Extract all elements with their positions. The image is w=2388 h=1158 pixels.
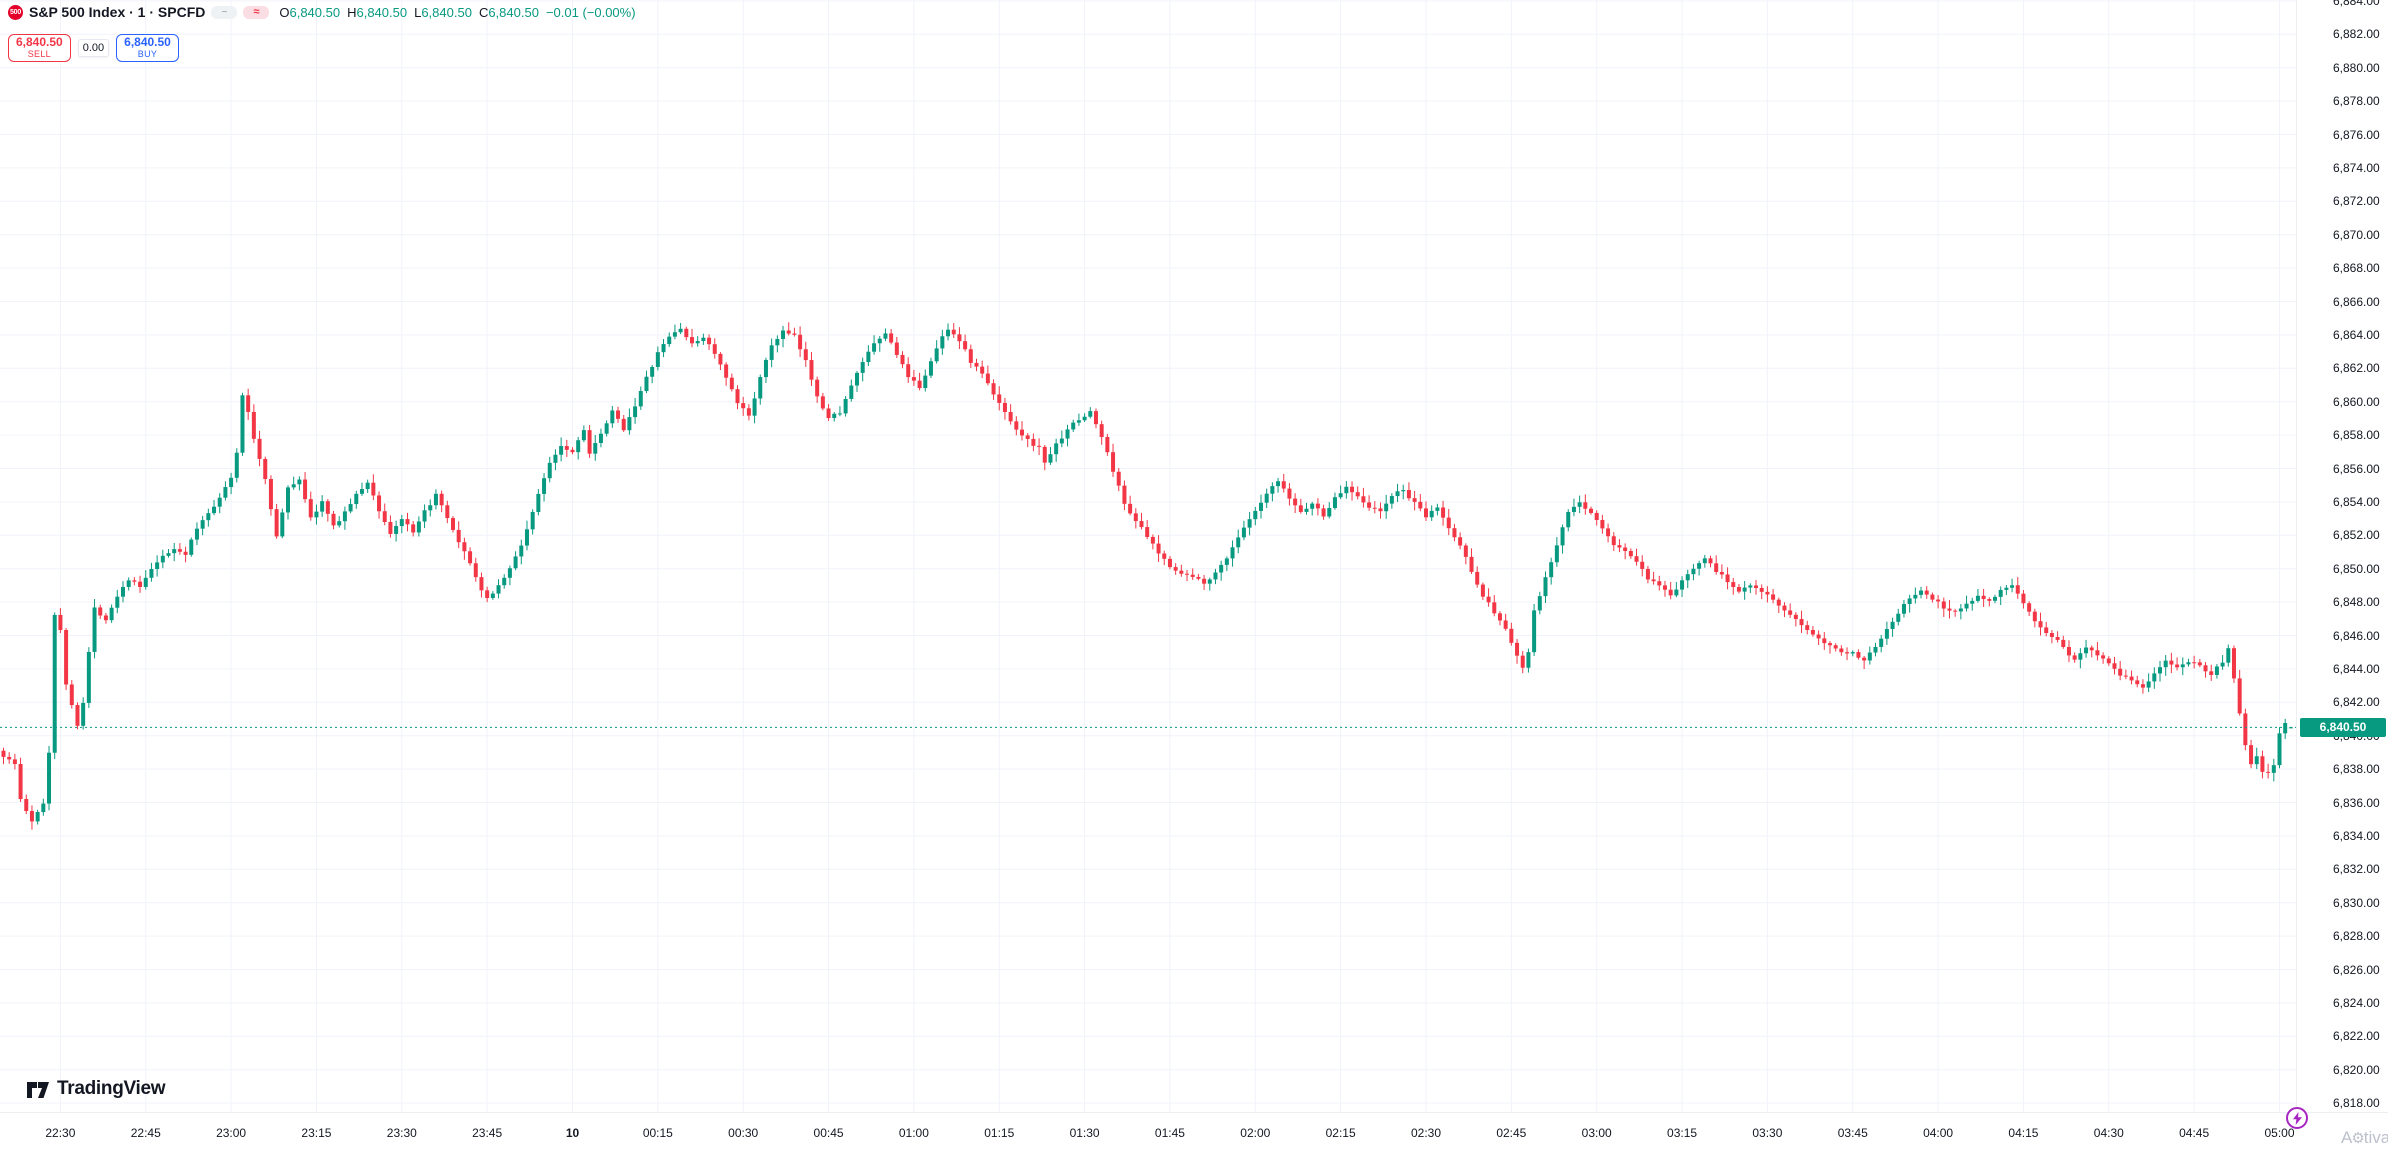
price-axis-label: 6,858.00	[2333, 428, 2380, 443]
time-axis-label: 01:15	[984, 1126, 1015, 1140]
time-axis[interactable]: 22:30 22:45 23:00 23:15 23:30 23:45 10 00:15 00:…	[0, 1112, 2388, 1158]
price-axis-label: 6,880.00	[2333, 60, 2380, 75]
price-axis-label: 6,882.00	[2333, 27, 2380, 42]
time-axis-label: 01:00	[898, 1126, 929, 1140]
price-axis-label: 6,844.00	[2333, 661, 2380, 676]
time-axis-label: 03:30	[1752, 1126, 1783, 1140]
tradingview-logo[interactable]: TradingView	[26, 1078, 166, 1100]
price-axis-label: 6,856.00	[2333, 461, 2380, 476]
price-axis[interactable]: 6,840.50 6,884.00 6,882.00 6,880.00 6,878.0…	[2296, 0, 2388, 1112]
price-axis-label: 6,860.00	[2333, 394, 2380, 409]
time-axis-label: 23:45	[472, 1126, 503, 1140]
price-axis-label: 6,838.00	[2333, 762, 2380, 777]
price-axis-label: 6,836.00	[2333, 795, 2380, 810]
sell-button[interactable]: 6,840.50 SELL	[8, 34, 71, 62]
buy-button[interactable]: 6,840.50 BUY	[116, 34, 179, 62]
time-axis-label: 22:45	[130, 1126, 161, 1140]
time-axis-label: 05:00	[2264, 1126, 2295, 1140]
price-axis-label: 6,826.00	[2333, 962, 2380, 977]
time-axis-label: 03:15	[1667, 1126, 1698, 1140]
price-axis-label: 6,824.00	[2333, 995, 2380, 1010]
price-axis-label: 6,870.00	[2333, 227, 2380, 242]
time-axis-label: 01:45	[1154, 1126, 1185, 1140]
lightning-bolt-icon	[2292, 1111, 2302, 1125]
price-axis-label: 6,874.00	[2333, 160, 2380, 175]
price-axis-label: 6,864.00	[2333, 327, 2380, 342]
ohlc-close: C6,840.50	[478, 4, 539, 20]
time-axis-label: 02:00	[1240, 1126, 1271, 1140]
legend-collapse-icon[interactable]: −	[211, 5, 238, 19]
time-axis-label: 22:30	[45, 1126, 76, 1140]
sell-label: SELL	[27, 49, 51, 59]
time-axis-label: 03:00	[1581, 1126, 1612, 1140]
price-axis-label: 6,842.00	[2333, 695, 2380, 710]
activate-watermark: A ⚙ tiva	[2341, 1128, 2388, 1147]
time-axis-label: 04:30	[2093, 1126, 2124, 1140]
price-axis-label: 6,872.00	[2333, 194, 2380, 209]
time-axis-label: 04:45	[2179, 1126, 2210, 1140]
price-axis-label: 6,828.00	[2333, 929, 2380, 944]
chart-plot-area[interactable]	[0, 0, 2296, 1112]
buy-price: 6,840.50	[124, 35, 171, 49]
time-axis-label: 01:30	[1069, 1126, 1100, 1140]
tradingview-logo-icon	[27, 1082, 49, 1098]
time-axis-label: 02:45	[1496, 1126, 1527, 1140]
time-axis-label: 10	[565, 1126, 580, 1140]
price-axis-label: 6,846.00	[2333, 628, 2380, 643]
price-axis-label: 6,854.00	[2333, 494, 2380, 509]
flash-icon[interactable]	[2286, 1107, 2308, 1129]
time-axis-label: 03:45	[1837, 1126, 1868, 1140]
price-axis-label: 6,876.00	[2333, 127, 2380, 142]
ohlc-high: H6,840.50	[347, 4, 408, 20]
buy-label: BUY	[137, 49, 158, 59]
price-axis-label: 6,862.00	[2333, 361, 2380, 376]
ohlc-open: O6,840.50	[279, 4, 341, 20]
time-axis-label: 02:15	[1325, 1126, 1356, 1140]
ohlc-low: L6,840.50	[414, 4, 472, 20]
price-axis-label: 6,866.00	[2333, 294, 2380, 309]
trade-panel: 6,840.50 SELL 0.00 6,840.50 BUY	[8, 34, 179, 62]
time-axis-label: 23:00	[216, 1126, 247, 1140]
price-axis-label: 6,848.00	[2333, 595, 2380, 610]
price-axis-label: 6,834.00	[2333, 828, 2380, 843]
sp500-logo-icon: 500	[8, 4, 23, 20]
price-axis-label: 6,832.00	[2333, 862, 2380, 877]
tradingview-logo-text: TradingView	[57, 1078, 166, 1099]
time-axis-label: 00:30	[728, 1126, 759, 1140]
time-axis-label: 02:30	[1410, 1126, 1442, 1140]
price-axis-label: 6,822.00	[2333, 1029, 2380, 1044]
time-axis-label: 23:30	[386, 1126, 417, 1140]
time-axis-label: 04:00	[1923, 1126, 1954, 1140]
time-axis-label: 00:45	[813, 1126, 844, 1140]
spread-value: 0.00	[77, 39, 110, 57]
legend-wave-icon[interactable]: ≈	[243, 5, 270, 19]
price-axis-label: 6,818.00	[2333, 1096, 2380, 1111]
price-axis-label: 6,830.00	[2333, 895, 2380, 910]
time-axis-label: 23:15	[301, 1126, 332, 1140]
price-axis-label: 6,884.00	[2333, 0, 2380, 8]
current-price-badge: 6,840.50	[2300, 717, 2386, 737]
symbol-legend: 500 S&P 500 Index · 1 · SPCFD − ≈ O6,840…	[8, 4, 636, 20]
symbol-title[interactable]: S&P 500 Index · 1 · SPCFD	[29, 4, 206, 20]
price-axis-label: 6,878.00	[2333, 94, 2380, 109]
candlestick-chart[interactable]	[0, 0, 2296, 1112]
gear-icon: ⚙	[2351, 1130, 2365, 1147]
price-axis-label: 6,852.00	[2333, 528, 2380, 543]
time-axis-label: 00:15	[642, 1126, 673, 1140]
sell-price: 6,840.50	[16, 35, 63, 49]
time-axis-label: 04:15	[2008, 1126, 2039, 1140]
price-change: −0.01 (−0.00%)	[545, 4, 636, 20]
price-axis-label: 6,850.00	[2333, 561, 2380, 576]
price-axis-label: 6,868.00	[2333, 261, 2380, 276]
ohlc-row: O6,840.50 H6,840.50 L6,840.50 C6,840.50 …	[279, 5, 635, 20]
price-axis-label: 6,820.00	[2333, 1062, 2380, 1077]
